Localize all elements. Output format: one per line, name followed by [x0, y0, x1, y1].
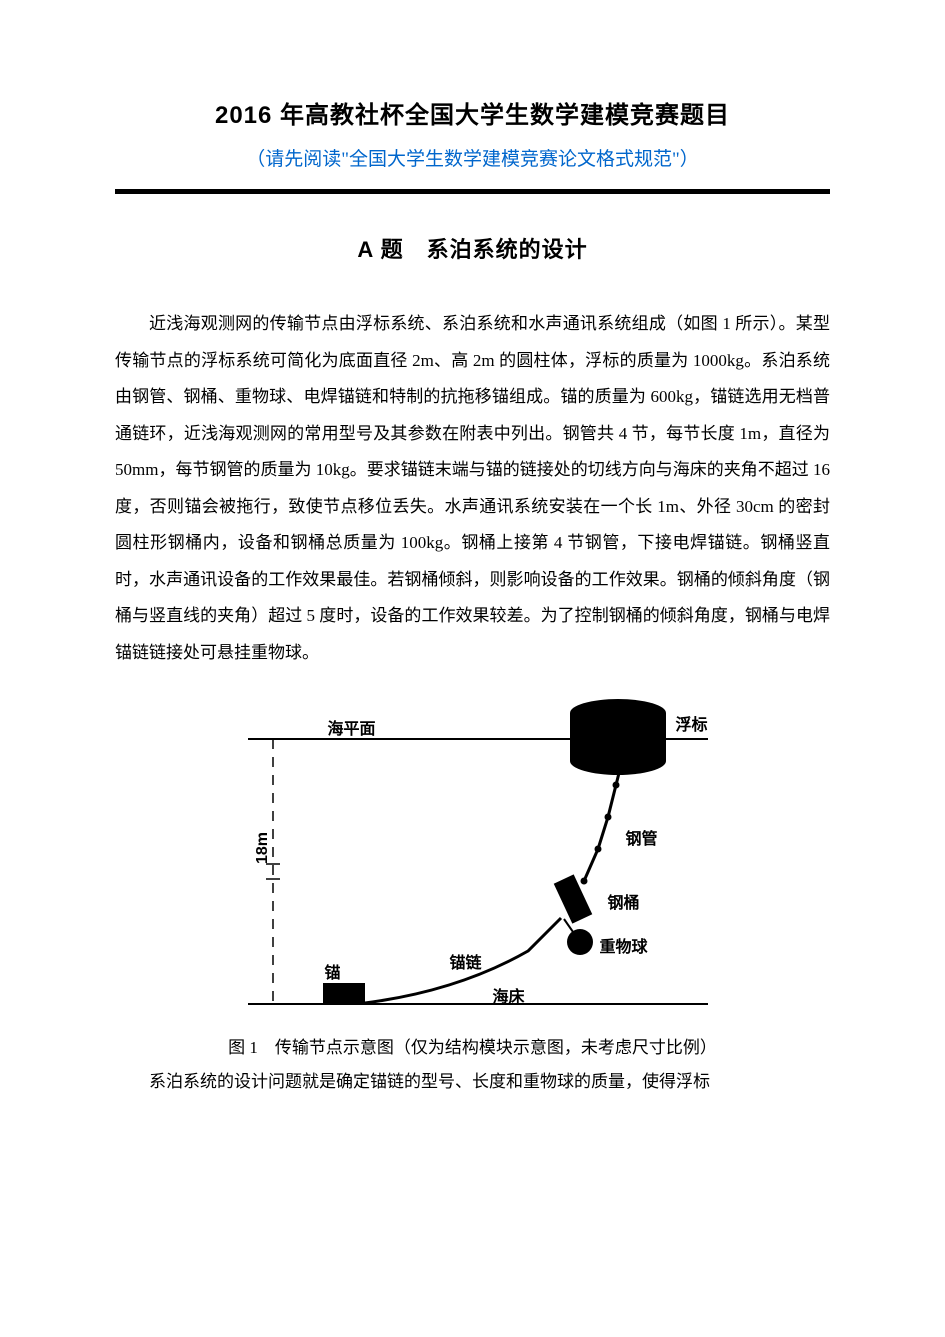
label-sea-surface: 海平面: [328, 715, 376, 739]
heavy-ball-shape: [567, 929, 593, 955]
main-title: 2016 年高教社杯全国大学生数学建模竞赛题目: [115, 95, 830, 130]
anchor-shape: [323, 983, 365, 1005]
document-page: 2016 年高教社杯全国大学生数学建模竞赛题目 （请先阅读"全国大学生数学建模竞…: [0, 0, 945, 1179]
steel-pipes: [580, 769, 620, 885]
label-chain: 锚链: [450, 949, 482, 973]
label-bucket: 钢桶: [608, 889, 640, 913]
figure-1: 海平面 浮标 钢管 钢桶 重物球 锚链 锚 海床 18m: [228, 689, 718, 1029]
figure-caption: 图 1 传输节点示意图（仅为结构模块示意图，未考虑尺寸比例）: [115, 1033, 830, 1058]
figure-svg: [228, 689, 718, 1029]
label-depth: 18m: [254, 832, 272, 864]
label-pipe: 钢管: [626, 825, 658, 849]
subtitle: （请先阅读"全国大学生数学建模竞赛论文格式规范"）: [115, 144, 830, 171]
buoy-shape: [570, 699, 666, 775]
paragraph-2: 系泊系统的设计问题就是确定锚链的型号、长度和重物球的质量，使得浮标: [115, 1064, 830, 1101]
label-ball: 重物球: [600, 933, 648, 957]
paragraph-1: 近浅海观测网的传输节点由浮标系统、系泊系统和水声通讯系统组成（如图 1 所示）。…: [115, 306, 830, 671]
label-seabed: 海床: [493, 983, 525, 1007]
title-divider: [115, 189, 830, 194]
label-anchor: 锚: [325, 959, 341, 983]
problem-title: A 题 系泊系统的设计: [115, 232, 830, 264]
label-buoy: 浮标: [676, 711, 708, 735]
